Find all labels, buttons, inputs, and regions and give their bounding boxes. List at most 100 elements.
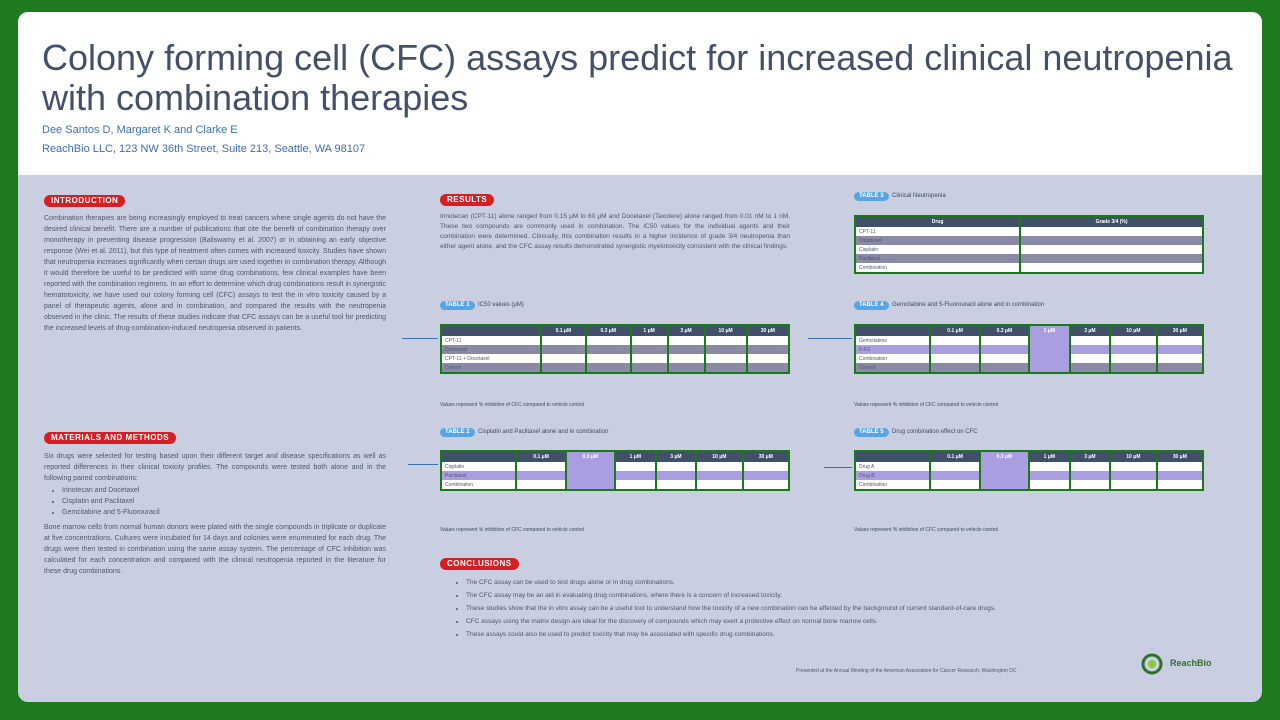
- arrow: [824, 467, 852, 468]
- conclusions-list: The CFC assay can be used to test drugs …: [454, 576, 996, 641]
- table-header-cell: Drug: [855, 216, 1022, 227]
- table-cell: [615, 471, 657, 480]
- table-header-cell: [441, 325, 542, 336]
- table1: 0.1 μM 0.3 μM 1 μM 3 μM 10 μM 30 μM CPT-11 Doc…: [440, 324, 790, 374]
- table-cell: [615, 480, 657, 490]
- table-cell: Combination: [855, 480, 932, 490]
- table-cell: [979, 345, 1031, 354]
- table-cell: [585, 345, 632, 354]
- table-cell: Docetaxel: [855, 236, 1022, 245]
- table-cell: [1029, 471, 1071, 480]
- table-cell: [1069, 480, 1112, 490]
- poster-title: Colony forming cell (CFC) assays predict…: [42, 37, 1233, 118]
- table-cell: [516, 480, 567, 490]
- table-cell: [704, 354, 748, 363]
- table-cell: [630, 363, 669, 373]
- introduction-text: Combination therapies are being increasi…: [44, 215, 386, 332]
- table-cell: Docetaxel: [441, 345, 542, 354]
- table-cell: Drug A: [855, 462, 932, 471]
- table-header-cell: 10 μM: [704, 325, 748, 336]
- table-cell: [516, 471, 567, 480]
- table-cell: [747, 336, 789, 345]
- table-cell: [747, 354, 789, 363]
- table-cell: [1069, 462, 1112, 471]
- table-cell: [1069, 363, 1112, 373]
- table-header-cell: 1 μM: [1029, 451, 1071, 462]
- table-cell: [930, 480, 981, 490]
- table-header-cell: [855, 451, 932, 462]
- table3: Drug Grade 3/4 (%) CPT-11 Docetaxel Cisplat…: [854, 215, 1204, 274]
- list-item: These assays could also be used to predi…: [466, 628, 996, 641]
- table-cell: [746, 363, 789, 373]
- table-cell: [1029, 345, 1071, 354]
- table-row: Combination: [855, 354, 1203, 363]
- methods-text: Six drugs were selected for testing base…: [44, 453, 386, 482]
- table-cell: [1029, 363, 1071, 373]
- table-cell: Combination: [855, 263, 1022, 273]
- table-row: 5-FU: [855, 345, 1203, 354]
- table-row: CPT-11: [855, 227, 1203, 236]
- table-cell: CPT-11: [441, 336, 542, 345]
- table-row: CPT-11 + Docetaxel: [441, 354, 789, 363]
- table-header-cell: 0.3 μM: [565, 451, 617, 462]
- poster-header: Colony forming cell (CFC) assays predict…: [18, 12, 1262, 175]
- list-item: Gemcitabine and 5-Fluorouracil: [62, 507, 160, 518]
- table-header-cell: 30 μM: [746, 325, 789, 336]
- table-cell: [1020, 254, 1203, 263]
- table-cell: Control: [855, 363, 932, 373]
- table-cell: CPT-11 + Docetaxel: [441, 354, 542, 363]
- table-cell: [585, 354, 632, 363]
- table-cell: [655, 462, 698, 471]
- table5-badge: TABLE 5: [854, 428, 889, 437]
- results-badge: RESULTS: [440, 194, 495, 206]
- table-cell: Control: [441, 363, 542, 373]
- table-cell: [1110, 345, 1158, 354]
- table1-badge: TABLE 1: [440, 301, 475, 310]
- table4-caption: Gemcitabine and 5-Fluorouracil alone and…: [892, 302, 1045, 308]
- table-header-cell: [441, 451, 518, 462]
- table-header-cell: 0.3 μM: [979, 325, 1031, 336]
- methods-badge: MATERIALS AND METHODS: [44, 432, 177, 444]
- table-cell: [585, 363, 632, 373]
- table-row: Cisplatin: [441, 462, 789, 471]
- table-cell: [1029, 480, 1071, 490]
- table-header-cell: 3 μM: [1069, 325, 1112, 336]
- table-cell: [1069, 471, 1112, 480]
- table-cell: [979, 462, 1031, 471]
- footer-note: Presented at the Annual Meeting of the A…: [796, 668, 1017, 674]
- table-header-cell: 0.1 μM: [930, 451, 981, 462]
- table-cell: [1069, 336, 1112, 345]
- table-cell: [630, 345, 669, 354]
- table-header-cell: 1 μM: [615, 451, 657, 462]
- table-cell: [930, 471, 981, 480]
- table-row: Control: [441, 363, 789, 373]
- table-header-cell: 0.3 μM: [585, 325, 632, 336]
- table2-caption: Cisplatin and Paclitaxel alone and in co…: [478, 429, 609, 435]
- list-item: CFC assays using the matrix design are i…: [466, 615, 996, 628]
- table5: 0.1 μM 0.3 μM 1 μM 3 μM 10 μM 30 μM Drug A Dru…: [854, 450, 1204, 491]
- logo-text: ReachBio: [1170, 658, 1212, 668]
- table-cell: [979, 480, 1031, 490]
- table-cell: [979, 471, 1031, 480]
- table5-caption: Drug combination effect on CFC: [892, 429, 978, 435]
- table-cell: [540, 345, 587, 354]
- table-cell: [667, 354, 706, 363]
- table-cell: [746, 345, 789, 354]
- table-cell: [1110, 354, 1158, 363]
- introduction-badge: INTRODUCTION: [44, 195, 126, 207]
- list-item: The CFC assay may be an aid in evaluatin…: [466, 589, 996, 602]
- table2-badge: TABLE 2: [440, 428, 475, 437]
- table-header-cell: 30 μM: [1156, 451, 1203, 462]
- table-header-cell: [855, 325, 932, 336]
- table-cell: 5-FU: [855, 345, 932, 354]
- table-cell: [930, 336, 981, 345]
- table-cell: [930, 363, 981, 373]
- methods-text-2: Bone marrow cells from normal human dono…: [44, 524, 386, 575]
- authors: Dee Santos D, Margaret K and Clarke E: [42, 124, 238, 136]
- table1-caption: IC50 values (μM): [478, 302, 524, 308]
- table-cell: Cisplatin: [441, 462, 518, 471]
- table4-note: Values represent % inhibition of CFC com…: [854, 402, 999, 408]
- table-cell: Gemcitabine: [855, 336, 932, 345]
- arrow: [408, 464, 438, 465]
- table-cell: [1156, 363, 1203, 373]
